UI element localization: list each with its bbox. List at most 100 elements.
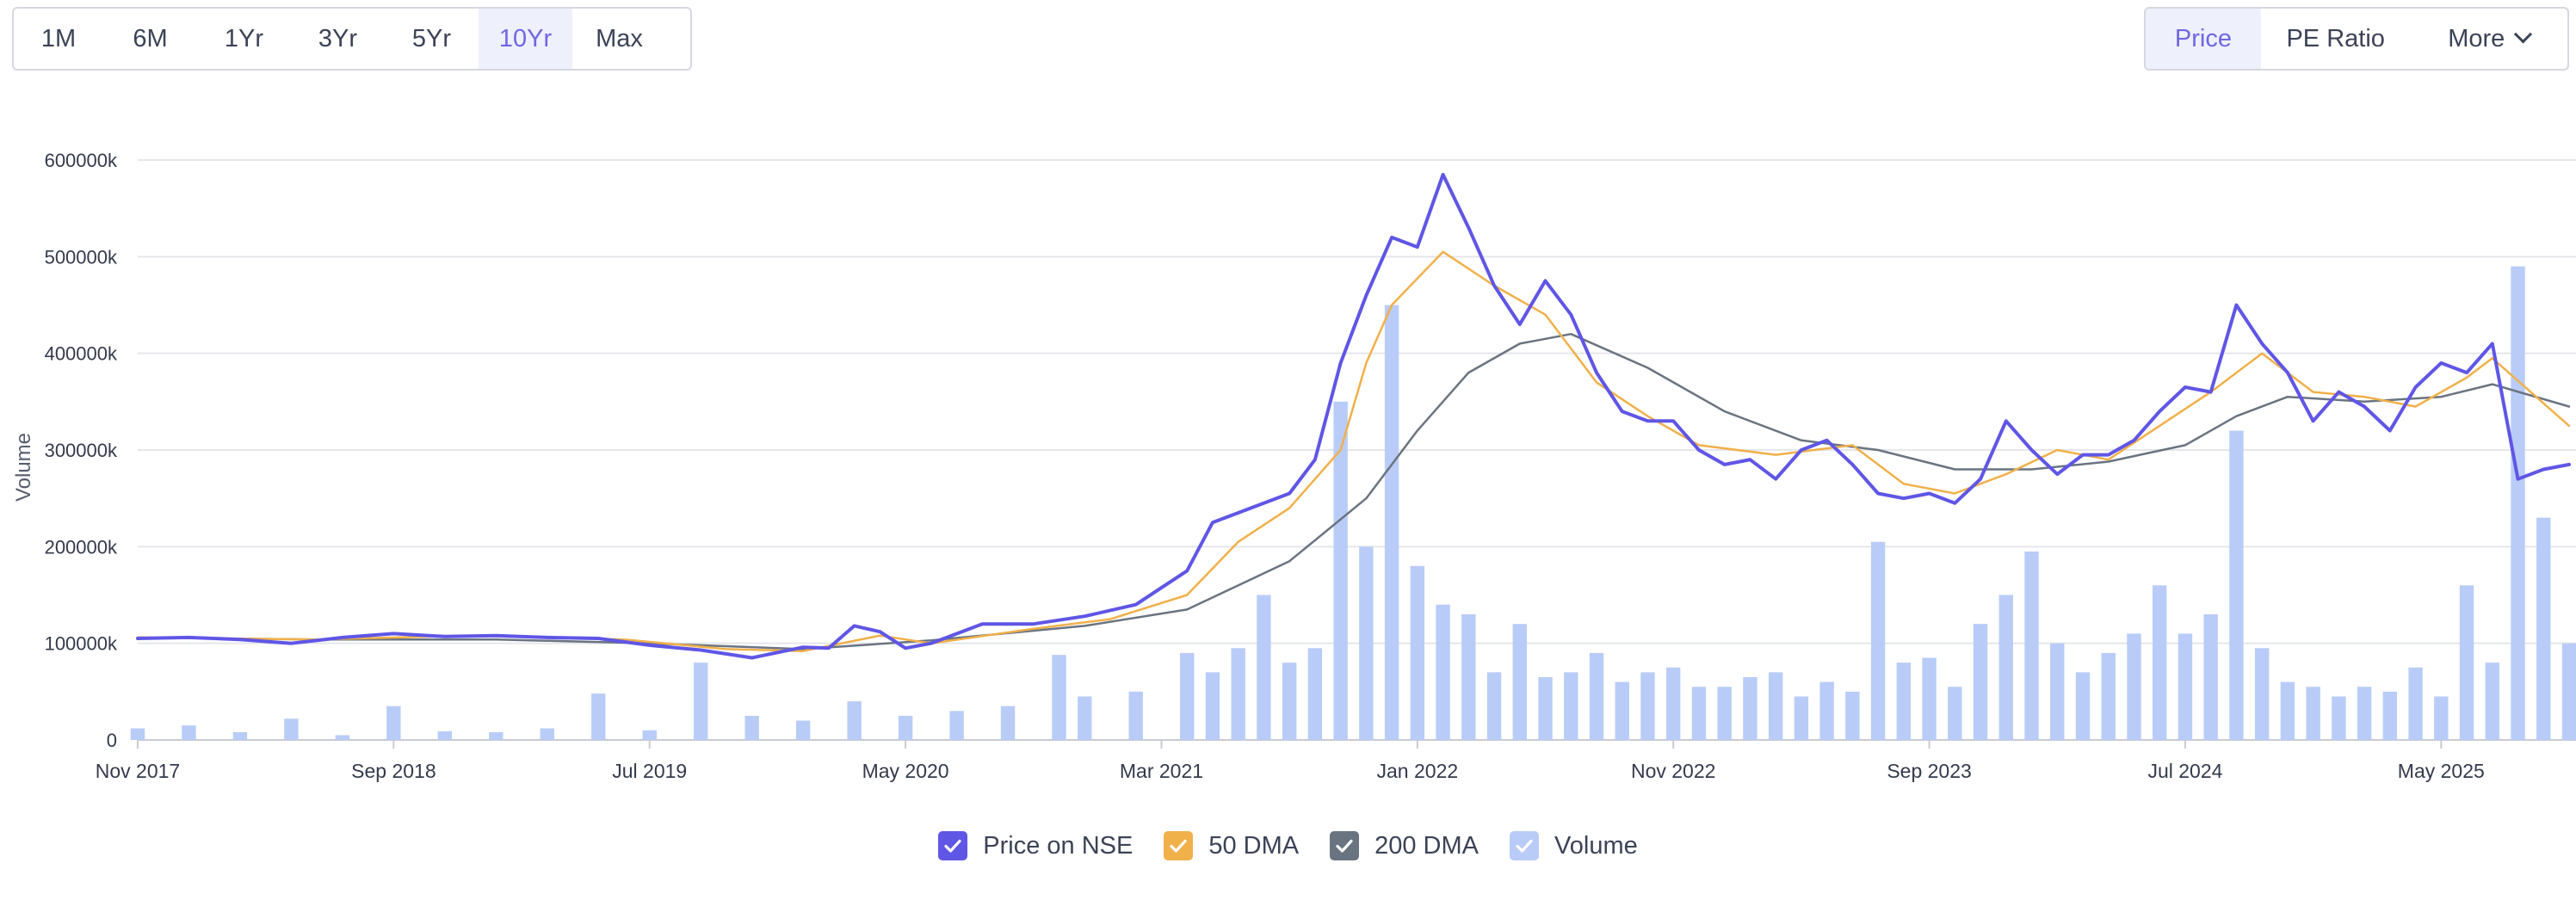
x-tick-label: Sep 2018 <box>351 760 436 782</box>
more-button-label: More <box>2448 24 2505 52</box>
volume-bar <box>1307 648 1323 740</box>
volume-bar <box>1998 595 2013 740</box>
volume-bar <box>1486 672 1502 740</box>
legend-label: 50 DMA <box>1208 831 1300 860</box>
volume-bar <box>898 715 913 740</box>
volume-bar <box>2050 643 2065 740</box>
range-button-3yr[interactable]: 3Yr <box>318 24 358 52</box>
range-button-6m[interactable]: 6M <box>133 24 168 52</box>
x-tick-label: Nov 2017 <box>96 760 180 782</box>
volume-bar <box>1436 604 1450 740</box>
chart-legend: Price on NSE 50 DMA 200 DMA Volume <box>0 831 2576 860</box>
volume-bar <box>949 711 964 740</box>
volume-bar <box>694 663 708 740</box>
volume-bar <box>642 730 657 740</box>
legend-item-200-dma[interactable]: 200 DMA <box>1330 831 1479 860</box>
checkbox-icon <box>938 831 968 860</box>
volume-bar <box>1384 305 1399 740</box>
y-tick-label: 500000k <box>45 246 118 268</box>
volume-bar <box>2536 517 2551 740</box>
volume-bar <box>1819 681 1834 740</box>
volume-bar <box>1000 706 1016 740</box>
volume-bar <box>1948 687 1962 740</box>
y-tick-label: 300000k <box>45 440 118 461</box>
volume-bar <box>2024 551 2039 740</box>
range-button-max[interactable]: Max <box>596 24 643 52</box>
volume-bar <box>489 732 503 740</box>
volume-bar <box>2357 687 2372 740</box>
y-tick-label: 400000k <box>45 343 118 365</box>
legend-label: 200 DMA <box>1374 831 1479 860</box>
volume-bar <box>2332 696 2346 740</box>
volume-bar <box>2382 691 2398 740</box>
volume-bar <box>2561 643 2576 740</box>
volume-bar <box>795 720 811 740</box>
series-line-price-on-nse <box>136 172 2571 660</box>
more-button[interactable]: More <box>2410 9 2567 69</box>
volume-bar <box>386 706 401 740</box>
volume-bar <box>1333 401 1348 740</box>
x-tick-label: Jul 2024 <box>2147 760 2222 782</box>
volume-bar <box>1052 655 1066 740</box>
range-button-1yr[interactable]: 1Yr <box>224 24 264 52</box>
legend-item-50-dma[interactable]: 50 DMA <box>1164 831 1299 860</box>
range-button-10yr[interactable]: 10Yr <box>479 9 572 69</box>
volume-bar <box>1845 691 1860 740</box>
volume-bar <box>182 725 196 740</box>
y-tick-label: 600000k <box>45 150 118 171</box>
volume-bar <box>1538 676 1553 740</box>
legend-label: Volume <box>1554 831 1638 860</box>
volume-bar <box>2101 652 2116 740</box>
range-button-5yr[interactable]: 5Yr <box>411 24 452 52</box>
volume-bar <box>1231 648 1245 740</box>
volume-bar <box>2408 667 2423 740</box>
volume-bar <box>437 730 453 740</box>
price-button[interactable]: Price <box>2146 9 2261 69</box>
volume-bar <box>2203 613 2218 740</box>
volume-bar <box>1666 667 1681 740</box>
volume-bar <box>1180 652 1195 740</box>
volume-bar <box>2178 633 2193 740</box>
volume-bar <box>1973 624 1988 740</box>
volume-bar <box>2280 681 2295 740</box>
volume-bar <box>1615 681 1629 740</box>
volume-bar <box>1691 687 1707 740</box>
pe-ratio-button[interactable]: PE Ratio <box>2286 24 2385 52</box>
checkbox-icon <box>1164 831 1194 860</box>
range-selector: 1M 6M 1Yr 3Yr 5Yr 10Yr Max <box>12 7 692 71</box>
volume-bar <box>2075 672 2091 740</box>
y-tick-label: 200000k <box>45 536 118 558</box>
legend-item-volume[interactable]: Volume <box>1510 831 1638 860</box>
volume-bar <box>335 735 350 740</box>
x-tick-label: May 2020 <box>862 760 949 782</box>
volume-bar <box>847 701 862 740</box>
volume-bar <box>591 693 606 740</box>
volume-bar <box>2306 687 2320 740</box>
range-button-1m[interactable]: 1M <box>40 24 77 52</box>
y-tick-label: 0 <box>107 730 117 751</box>
x-tick-label: Jul 2019 <box>612 760 687 782</box>
volume-bar <box>1743 676 1757 740</box>
volume-bar <box>1461 613 1476 740</box>
legend-item-price-on-nse[interactable]: Price on NSE <box>938 831 1133 860</box>
y-axis-label: Volume <box>12 433 35 502</box>
volume-bar <box>1078 696 1092 740</box>
volume-bar <box>2434 696 2449 740</box>
volume-bar <box>1512 624 1527 740</box>
volume-bar <box>2229 430 2244 740</box>
volume-bar <box>1640 672 1655 740</box>
price-chart: 0 100000k 200000k 300000k 400000k 500000k 6000… <box>12 150 2576 782</box>
y-tick-label: 100000k <box>45 633 118 655</box>
checkbox-icon <box>1510 831 1539 860</box>
volume-bar <box>1359 546 1374 740</box>
volume-bar <box>1410 565 1425 740</box>
volume-bar <box>1257 595 1271 740</box>
volume-bar <box>1768 672 1783 740</box>
volume-bar <box>1564 672 1578 740</box>
x-tick-label: Jan 2022 <box>1377 760 1459 782</box>
volume-bar <box>1896 663 1912 740</box>
series-line-50-dma <box>136 250 2571 652</box>
volume-bar <box>284 718 299 740</box>
volume-bar <box>1870 541 1886 740</box>
volume-bar <box>1282 663 1297 740</box>
